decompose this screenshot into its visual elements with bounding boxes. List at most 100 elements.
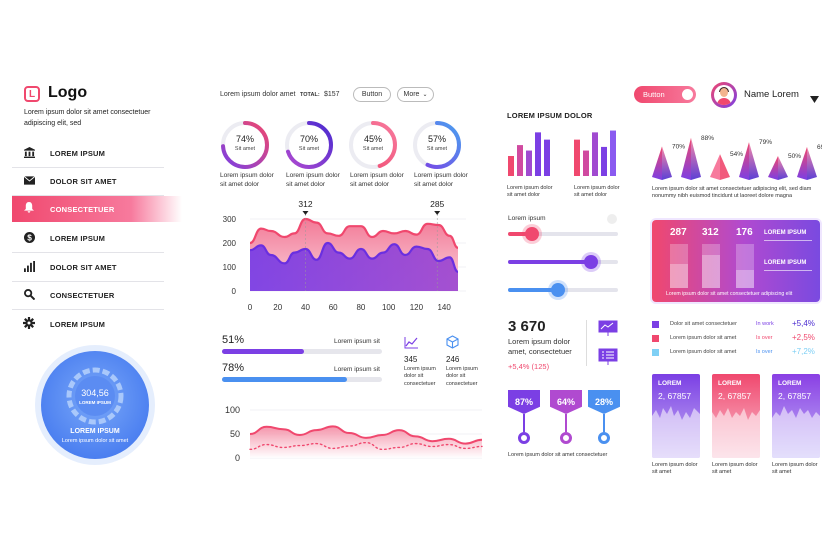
- x-tick-label: 140: [437, 303, 451, 312]
- bar: [574, 139, 580, 176]
- topbar-button[interactable]: Button: [353, 87, 391, 102]
- list-board-icon: [598, 348, 618, 370]
- big-number-description: Lorem ipsum dolor amet, consectetuer: [508, 337, 572, 356]
- pyramid-right-face: [807, 146, 817, 180]
- donut-arc: [413, 121, 461, 169]
- bar: [544, 139, 550, 176]
- pin-dot: [598, 432, 610, 444]
- card-value: 2, 67857: [718, 391, 752, 401]
- dollar-icon: $: [22, 231, 36, 246]
- x-tick-label: 100: [382, 303, 396, 312]
- sidebar-item-label: LOREM IPSUM: [50, 149, 106, 158]
- bar: [601, 146, 607, 176]
- donut-label: Sit amet: [298, 146, 320, 152]
- mini-stat-value: 345: [404, 355, 418, 364]
- stat-column-fill: [670, 263, 688, 288]
- card-tag: LOREM IPSUM: [764, 260, 807, 266]
- card-wave: [712, 408, 760, 458]
- value-card[interactable]: LOREM 2, 67857: [652, 374, 700, 458]
- x-tick-label: 120: [410, 303, 424, 312]
- big-number: 3 670: [508, 318, 546, 335]
- slider-fill: [508, 232, 533, 236]
- bar: [583, 150, 589, 176]
- sidebar-item-lorem-ipsum[interactable]: LOREM IPSUM: [12, 140, 164, 168]
- donut-row: 74% Sit amet 70% Sit amet 45% Sit amet 5…: [218, 118, 478, 188]
- legend-label: Dolor sit amet consectetuer: [670, 321, 737, 327]
- pin-row: 87% 64% 28%: [508, 390, 624, 448]
- y-tick-label: 50: [230, 429, 240, 439]
- y-tick-label: 300: [223, 215, 237, 224]
- pyramid-left-face: [797, 146, 807, 180]
- bar: [526, 150, 532, 176]
- sidebar-item-consectetuer[interactable]: CONSECTETUER: [12, 196, 182, 222]
- marker-triangle: [434, 211, 441, 215]
- y-tick-label: 100: [223, 263, 237, 272]
- progress-bar-track: [222, 377, 382, 382]
- info-icon[interactable]: [607, 214, 617, 224]
- legend-delta: +7,2%: [792, 347, 815, 356]
- pyramid-description: Lorem ipsum dolor sit amet consectetuer …: [652, 186, 812, 200]
- more-dropdown[interactable]: More ⌄: [397, 87, 434, 102]
- slider-track[interactable]: [508, 255, 618, 269]
- progress-bar-track: [222, 349, 382, 354]
- toggle-button-label: Button: [643, 90, 665, 99]
- mini-bar-charts: [508, 130, 616, 176]
- series-line: [249, 217, 459, 249]
- donut-arc: [285, 121, 333, 169]
- user-name[interactable]: Name Lorem: [744, 89, 799, 100]
- progress-pct: 78%: [222, 362, 245, 374]
- sidebar-item-lorem-ipsum-3[interactable]: LOREM IPSUM: [12, 310, 164, 338]
- sidebar-item-dolor-sit-amet[interactable]: DOLOR SIT AMET: [12, 168, 164, 196]
- stat-number: 176: [736, 227, 753, 238]
- card-title: LOREM: [658, 380, 682, 387]
- slider-handle[interactable]: [583, 255, 598, 269]
- value-card[interactable]: LOREM 2, 67857: [772, 374, 820, 458]
- donut-charts: [221, 121, 461, 169]
- x-tick-label: 0: [248, 303, 253, 312]
- x-tick-label: 20: [273, 303, 282, 312]
- value-card[interactable]: LOREM 2, 67857: [712, 374, 760, 458]
- pin-marker: 64%: [550, 390, 582, 414]
- bar-description: Lorem ipsum dolor sit amet dolor: [507, 185, 553, 199]
- pyramid-label: 69%: [817, 144, 822, 151]
- dial-value: 304,56: [81, 388, 109, 398]
- search-icon: [22, 288, 36, 303]
- stat-number: 287: [670, 227, 687, 238]
- progress-label: Lorem ipsum sit: [334, 366, 380, 373]
- card-title: LOREM: [778, 380, 802, 387]
- x-tick-label: 80: [356, 303, 365, 312]
- bar: [508, 156, 514, 176]
- sidebar-item-consectetuer-2[interactable]: CONSECTETUER: [12, 282, 164, 310]
- slider-track[interactable]: [508, 283, 618, 297]
- slider-group: [508, 226, 620, 306]
- card-value: 2, 67857: [778, 391, 812, 401]
- bank-icon: [22, 146, 36, 161]
- toggle-button[interactable]: Button: [634, 86, 696, 103]
- sidebar-dial: 304,56 LOREM IPSUM LOREM IPSUM Lorem ips…: [34, 344, 156, 466]
- card-tag: LOREM IPSUM: [764, 230, 807, 236]
- chevron-down-icon: ⌄: [422, 92, 428, 98]
- slider-track[interactable]: [508, 227, 618, 241]
- slider-handle[interactable]: [550, 283, 565, 297]
- card-value: 2, 67857: [658, 391, 692, 401]
- caret-down-icon[interactable]: [810, 90, 819, 108]
- avatar[interactable]: [711, 82, 737, 108]
- area-fill: [250, 426, 482, 458]
- total-value: $157: [324, 91, 340, 98]
- pyramid-left-face: [652, 146, 662, 180]
- sidebar-item-lorem-ipsum-2[interactable]: $ LOREM IPSUM: [12, 225, 164, 253]
- marker-label: 285: [430, 199, 444, 209]
- legend-list: Dolor sit amet consectetuer In work +5,4…: [652, 318, 822, 362]
- donut-pct: 45%: [363, 134, 382, 144]
- legend-status: Is over: [756, 349, 773, 355]
- gear-icon: [22, 316, 36, 332]
- y-tick-label: 100: [225, 405, 240, 415]
- sidebar-item-dolor-sit-amet-2[interactable]: DOLOR SIT AMET: [12, 254, 164, 282]
- donut-arc: [349, 121, 397, 169]
- total-label: TOTAL:: [300, 92, 320, 98]
- line-chart-icon: [404, 336, 418, 354]
- card-description: Lorem ipsum dolor sit amet consectetuer …: [666, 291, 793, 297]
- legend-status: In work: [756, 321, 774, 327]
- slider-handle[interactable]: [525, 227, 540, 241]
- mini-stat-desc: Lorem ipsum dolor sit consectetuer: [404, 366, 436, 387]
